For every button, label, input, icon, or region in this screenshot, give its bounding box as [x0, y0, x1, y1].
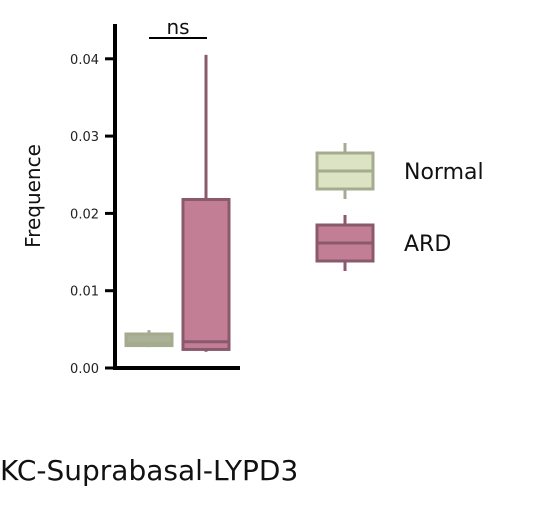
y-tick-label: 0.01 — [70, 285, 99, 300]
boxes — [124, 54, 231, 352]
box-body — [124, 332, 174, 348]
y-tick-label: 0.04 — [70, 53, 99, 68]
box-ard — [181, 54, 231, 352]
box-normal — [124, 330, 174, 348]
y-axis: 0.00 0.01 0.02 0.03 0.04 — [70, 24, 240, 377]
significance-label: ns — [166, 15, 189, 39]
box-body — [181, 197, 231, 351]
legend-item-normal: Normal — [315, 143, 484, 199]
legend-label: ARD — [404, 232, 451, 257]
y-axis-title: Frequence — [21, 144, 45, 248]
significance-annotation: ns — [149, 15, 207, 39]
legend: Normal ARD — [315, 143, 484, 271]
y-tick-label: 0.02 — [70, 207, 99, 222]
y-tick-label: 0.03 — [70, 130, 99, 145]
legend-label: Normal — [404, 160, 484, 185]
chart-caption: KC-Suprabasal-LYPD3 — [0, 454, 298, 487]
legend-item-ard: ARD — [315, 215, 451, 271]
y-tick-label: 0.00 — [70, 362, 99, 377]
